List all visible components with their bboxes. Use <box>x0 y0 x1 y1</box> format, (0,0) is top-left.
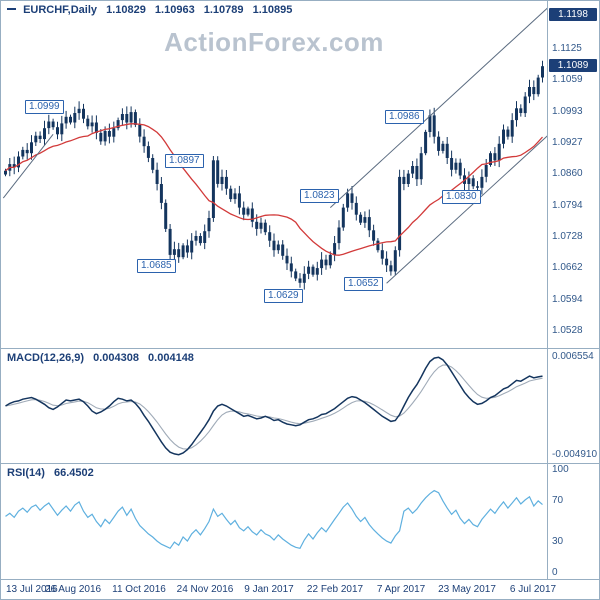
current-price-label: 1.1089 <box>549 59 597 72</box>
macd-legend: MACD(12,26,9) 0.004308 0.004148 <box>7 352 194 364</box>
rsi-line <box>5 489 543 550</box>
macd-main-value: 0.004308 <box>93 352 139 364</box>
macd-axis: 0.006554 -0.004910 <box>548 349 599 463</box>
pane-divider <box>1 463 599 464</box>
high-value: 1.10963 <box>154 4 195 16</box>
price-axis-label: 1.0860 <box>552 168 583 179</box>
close-value: 1.10895 <box>252 4 293 16</box>
price-axis-label: 1.1125 <box>552 43 582 54</box>
macd-axis-label: 0.006554 <box>552 351 594 362</box>
date-label: 11 Oct 2016 <box>112 584 166 595</box>
rsi-title: RSI(14) <box>7 467 45 479</box>
macd-line <box>5 356 543 456</box>
macd-signal-value: 0.004148 <box>148 352 194 364</box>
candlestick-series <box>4 60 544 290</box>
price-axis-label: 1.0594 <box>552 294 583 305</box>
macd-axis-label: -0.004910 <box>552 449 598 460</box>
rsi-axis-label: 70 <box>552 495 564 506</box>
chart-legend: EURCHF,Daily 1.10829 1.10963 1.10789 1.1… <box>7 4 292 16</box>
low-value: 1.10789 <box>203 4 244 16</box>
rsi-axis-label: 30 <box>552 536 564 547</box>
price-annotation: 1.0897 <box>165 154 204 168</box>
price-axis-label: 1.0528 <box>552 325 583 336</box>
price-axis-label: 1.0794 <box>552 200 583 211</box>
price-pane: ActionForex.com EURCHF,Daily 1.10829 1.1… <box>1 1 548 348</box>
trendline <box>329 7 547 208</box>
price-chart-canvas <box>2 7 547 290</box>
macd-canvas <box>5 356 543 456</box>
date-label: 26 Aug 2016 <box>44 584 102 595</box>
price-axis-label: 1.0993 <box>552 106 583 117</box>
macd-signal-line <box>5 364 543 450</box>
date-label: 7 Apr 2017 <box>376 584 426 595</box>
price-annotation: 1.0823 <box>300 189 339 203</box>
price-axis-label: 1.0728 <box>552 231 583 242</box>
date-label: 24 Nov 2016 <box>176 584 234 595</box>
rsi-legend: RSI(14) 66.4502 <box>7 467 94 479</box>
trendline <box>386 135 547 284</box>
date-label: 22 Feb 2017 <box>306 584 364 595</box>
price-axis-label: 1.1059 <box>552 74 583 85</box>
rsi-value: 66.4502 <box>53 467 94 479</box>
series-dash-icon <box>7 8 16 10</box>
price-annotation: 1.0830 <box>442 190 481 204</box>
rsi-pane: RSI(14) 66.4502 <box>1 464 548 579</box>
price-axis-label: 1.0927 <box>552 137 583 148</box>
date-label: 13 Jul 2016 <box>6 584 58 595</box>
rsi-canvas <box>5 489 543 550</box>
price-annotation: 1.0652 <box>344 277 383 291</box>
pane-divider <box>1 348 599 349</box>
trendline <box>2 133 54 199</box>
price-annotation: 1.0685 <box>137 259 176 273</box>
date-label: 23 May 2017 <box>438 584 496 595</box>
price-annotation: 1.0999 <box>25 100 64 114</box>
price-axis: 1.1125 1.1059 1.0993 1.0927 1.0860 1.0794 1.07… <box>548 1 599 348</box>
date-axis: 13 Jul 2016 26 Aug 2016 11 Oct 2016 24 Nov … <box>1 580 599 599</box>
date-label: 9 Jan 2017 <box>244 584 294 595</box>
rsi-axis-label: 100 <box>552 464 569 475</box>
channel-target-price-label: 1.1198 <box>549 8 597 21</box>
pane-divider <box>1 579 599 580</box>
open-value: 1.10829 <box>106 4 146 16</box>
moving-average-line <box>5 123 543 256</box>
price-annotation: 1.0986 <box>385 110 424 124</box>
rsi-axis-label: 0 <box>552 567 558 578</box>
rsi-axis: 100 70 30 0 <box>548 464 599 579</box>
macd-pane: MACD(12,26,9) 0.004308 0.004148 <box>1 349 548 463</box>
macd-title: MACD(12,26,9) <box>7 352 85 364</box>
price-annotation: 1.0629 <box>264 289 303 303</box>
watermark: ActionForex.com <box>164 27 384 57</box>
price-axis-label: 1.0662 <box>552 262 583 273</box>
date-label: 6 Jul 2017 <box>509 584 557 595</box>
symbol-timeframe-label: EURCHF,Daily <box>23 4 98 16</box>
